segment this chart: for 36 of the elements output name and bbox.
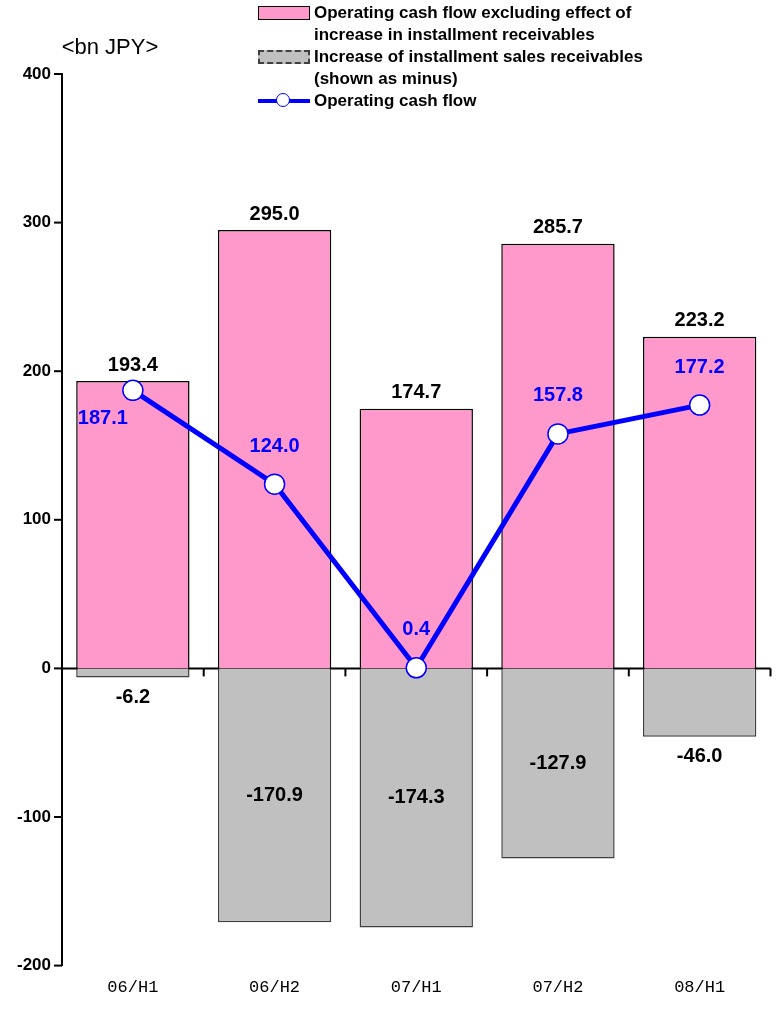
data-label: 174.7 (391, 380, 442, 403)
y-tick-label: 400 (22, 63, 52, 83)
data-label: -46.0 (676, 744, 723, 767)
y-tick-label: 200 (22, 360, 52, 380)
point (688, 394, 711, 416)
data-label: 157.8 (532, 383, 583, 406)
point (405, 657, 428, 679)
x-tick-label: 08/H1 (674, 978, 726, 998)
legend-label: Increase of installment sales receivables (shown as minus) (314, 46, 644, 90)
y-axis-title: <bn JPY> (61, 34, 159, 60)
data-label: 285.7 (532, 215, 583, 238)
data-label: -6.2 (115, 685, 151, 708)
data-label: -174.3 (387, 785, 445, 808)
data-label: 0.4 (402, 617, 432, 640)
point (547, 423, 569, 445)
x-tick-label: 07/H1 (390, 978, 442, 998)
data-label: 124.0 (249, 433, 300, 456)
point (122, 379, 144, 402)
y-tick-label: -200 (16, 955, 52, 975)
x-tick-label: 06/H1 (107, 978, 159, 998)
point (263, 473, 286, 495)
data-label: 223.2 (674, 308, 725, 331)
legend-label: Operating cash flow excluding effect of increase in installment receivables (314, 2, 633, 46)
y-tick-label: 100 (22, 509, 52, 529)
y-tick-label: 0 (41, 658, 52, 678)
data-label: 193.4 (107, 352, 159, 375)
data-label: -170.9 (246, 782, 303, 805)
y-tick-label: 300 (22, 212, 52, 232)
data-label: 177.2 (674, 354, 725, 377)
y-tick-label: -100 (16, 806, 52, 826)
data-label: -127.9 (529, 750, 587, 773)
x-tick-label: 06/H2 (249, 978, 301, 998)
data-label: 187.1 (77, 405, 128, 428)
x-tick-label: 07/H2 (532, 978, 584, 998)
data-label: 295.0 (249, 201, 300, 224)
legend-label: Operating cash flow (314, 90, 477, 112)
